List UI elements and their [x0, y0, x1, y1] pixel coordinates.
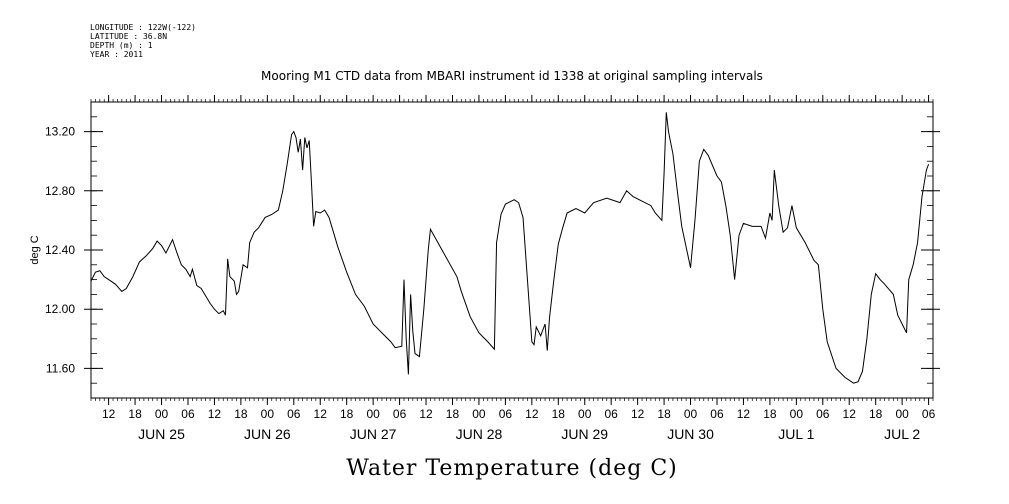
x-hour-tick-label: 12 — [419, 407, 433, 421]
x-hour-tick-label: 12 — [208, 407, 222, 421]
y-tick-label: 13.20 — [45, 125, 75, 139]
x-hour-tick-label: 18 — [657, 407, 671, 421]
x-hour-tick-label: 00 — [895, 407, 909, 421]
x-day-label: JUN 27 — [350, 426, 397, 442]
chart-title: Mooring M1 CTD data from MBARI instrumen… — [261, 69, 763, 83]
x-hour-labels: 12 18 00 06 12 18 00 06 12 18 00 06 12 18 00 06 12 18 00 06… — [102, 407, 936, 421]
x-hour-tick-label: 00 — [790, 407, 804, 421]
y-tick-labels: 11.60 12.00 12.40 12.80 13.20 — [45, 125, 75, 376]
x-hour-tick-label: 06 — [181, 407, 195, 421]
x-hour-tick-label: 00 — [684, 407, 698, 421]
x-day-label: JUN 30 — [667, 426, 714, 442]
x-hour-tick-label: 06 — [393, 407, 407, 421]
latitude-label: LATITUDE : 36.8N — [90, 32, 167, 41]
x-hour-tick-label: 18 — [446, 407, 460, 421]
x-hour-tick-label: 00 — [366, 407, 380, 421]
x-hour-tick-label: 06 — [287, 407, 301, 421]
x-hour-tick-label: 06 — [605, 407, 619, 421]
x-major-ticks — [108, 95, 930, 405]
x-hour-tick-label: 12 — [737, 407, 751, 421]
x-hour-tick-label: 06 — [710, 407, 724, 421]
x-minor-ticks — [90, 99, 934, 401]
x-axis-label: Water Temperature (deg C) — [346, 456, 678, 481]
x-day-label: JUN 26 — [244, 426, 291, 442]
series-line — [90, 112, 930, 384]
y-ticks — [84, 116, 940, 384]
x-hour-tick-label: 18 — [340, 407, 354, 421]
plot-frame — [90, 101, 934, 399]
x-day-label: JUL 1 — [778, 426, 814, 442]
y-tick-label: 11.60 — [46, 361, 75, 375]
x-hour-tick-label: 18 — [763, 407, 777, 421]
x-hour-tick-label: 12 — [314, 407, 328, 421]
y-axis-label: deg C — [29, 235, 41, 264]
depth-label: DEPTH (m) : 1 — [90, 41, 153, 50]
x-hour-tick-label: 00 — [155, 407, 169, 421]
x-hour-tick-label: 12 — [525, 407, 539, 421]
y-tick-label: 12.80 — [45, 184, 75, 198]
y-tick-label: 12.40 — [45, 243, 75, 257]
y-tick-label: 12.00 — [45, 302, 75, 316]
x-hour-tick-label: 18 — [234, 407, 248, 421]
x-hour-tick-label: 18 — [869, 407, 883, 421]
x-hour-tick-label: 00 — [472, 407, 486, 421]
year-label: YEAR : 2011 — [90, 50, 143, 59]
x-hour-tick-label: 06 — [922, 407, 936, 421]
x-day-label: JUN 29 — [561, 426, 608, 442]
longitude-label: LONGITUDE : 122W(-122) — [90, 23, 196, 32]
x-hour-tick-label: 12 — [843, 407, 857, 421]
metadata-block: LONGITUDE : 122W(-122) LATITUDE : 36.8N … — [90, 23, 196, 59]
x-day-label: JUL 2 — [884, 426, 920, 442]
x-hour-tick-label: 18 — [552, 407, 566, 421]
x-hour-tick-label: 18 — [128, 407, 142, 421]
x-hour-tick-label: 06 — [816, 407, 830, 421]
x-hour-tick-label: 12 — [631, 407, 645, 421]
x-day-labels: JUN 25 JUN 26 JUN 27 JUN 28 JUN 29 JUN 30 JUL … — [138, 426, 920, 442]
x-day-label: JUN 25 — [138, 426, 185, 442]
x-hour-tick-label: 12 — [102, 407, 116, 421]
x-hour-tick-label: 00 — [578, 407, 592, 421]
x-hour-tick-label: 00 — [261, 407, 275, 421]
x-hour-tick-label: 06 — [499, 407, 513, 421]
x-day-label: JUN 28 — [456, 426, 503, 442]
